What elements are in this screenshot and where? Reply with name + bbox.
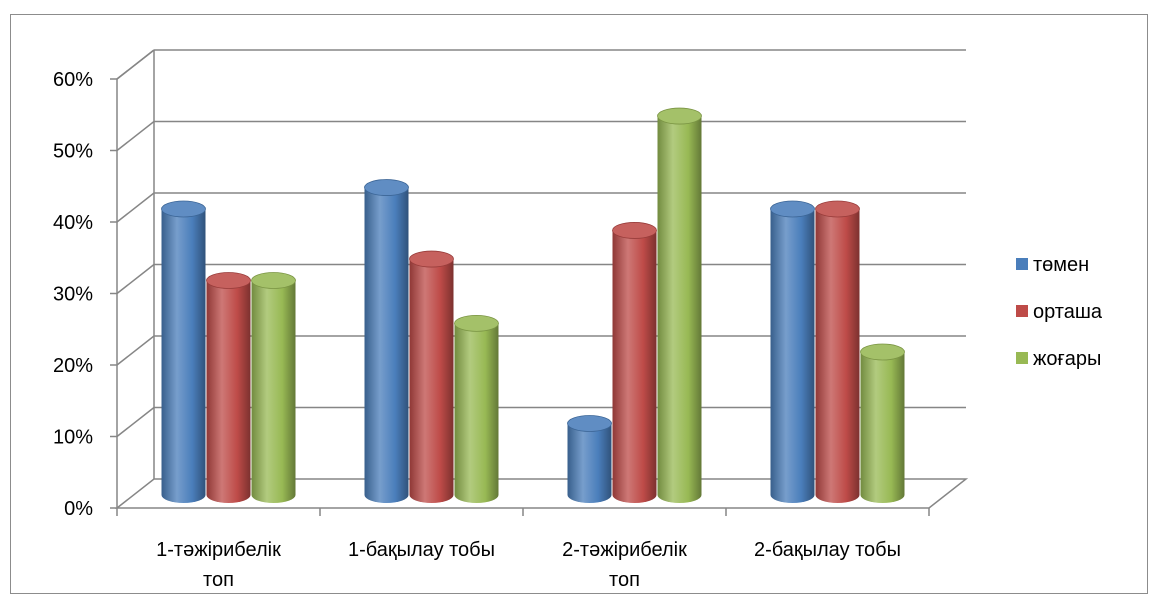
- y-tick-label: 50%: [53, 141, 93, 163]
- gridline-diagonal: [116, 192, 155, 223]
- bar: [770, 200, 815, 503]
- bar: [612, 222, 657, 503]
- x-axis-category-labels: 1-тәжірибелік топ 1-бақылау тобы 2-тәжірибе…: [156, 539, 901, 591]
- gridline-diagonal: [116, 263, 155, 295]
- gridline-diagonal: [116, 120, 155, 152]
- bars: [161, 107, 905, 504]
- bar-top: [567, 415, 612, 432]
- bar-body: [815, 209, 860, 503]
- y-tick-label: 40%: [53, 212, 93, 234]
- legend-label: төмен: [1033, 254, 1089, 276]
- bar-body: [657, 116, 702, 504]
- bar-top: [161, 200, 206, 218]
- y-tick-label: 60%: [53, 69, 93, 91]
- bar-top: [860, 343, 905, 361]
- axes: [110, 49, 930, 516]
- x-category-label: топ: [609, 569, 640, 591]
- bar-body: [770, 209, 815, 503]
- bar-body: [567, 423, 612, 503]
- bar-top: [251, 272, 296, 289]
- chart-floor: [114, 478, 969, 509]
- bar-body: [251, 280, 296, 503]
- gridline-diagonal: [116, 335, 155, 366]
- bar-body: [454, 323, 499, 503]
- bar-body: [364, 187, 409, 504]
- bar: [860, 343, 905, 503]
- bar-top: [409, 250, 454, 268]
- x-category-label: 1-тәжірибелік: [156, 539, 281, 561]
- bar-body: [409, 259, 454, 503]
- legend-label: жоғары: [1033, 348, 1101, 370]
- y-axis-tick-labels: 0% 10% 20% 30% 40% 50% 60%: [53, 69, 93, 520]
- bar-top: [612, 222, 657, 239]
- legend-swatch: [1016, 352, 1028, 364]
- x-category-label: 2-бақылау тобы: [754, 539, 901, 561]
- y-tick-label: 10%: [53, 427, 93, 449]
- bar: [567, 415, 612, 503]
- legend: төмен орташа жоғары: [1016, 254, 1103, 370]
- bar-top: [454, 314, 499, 332]
- bar: [161, 200, 206, 503]
- bar-top: [206, 272, 251, 289]
- bar-top: [815, 200, 860, 218]
- bar-top: [770, 200, 815, 218]
- bar-body: [206, 280, 251, 503]
- x-category-label: 2-тәжірибелік: [562, 539, 687, 561]
- top-wall-edge: [116, 49, 155, 80]
- y-tick-label: 0%: [64, 498, 93, 520]
- chart-walls: [114, 478, 969, 509]
- bar: [657, 107, 702, 504]
- bar: [364, 179, 409, 504]
- gridline-diagonal: [116, 406, 155, 438]
- legend-swatch: [1016, 305, 1028, 317]
- bar-body: [860, 352, 905, 503]
- bar: [409, 250, 454, 503]
- x-category-label: 1-бақылау тобы: [348, 539, 495, 561]
- bar-body: [612, 230, 657, 503]
- bar: [251, 272, 296, 503]
- legend-swatch: [1016, 258, 1028, 270]
- x-category-label: топ: [203, 569, 234, 591]
- y-tick-label: 30%: [53, 284, 93, 306]
- bar-body: [161, 209, 206, 503]
- bar-top: [364, 179, 409, 196]
- bar: [815, 200, 860, 503]
- bar-top: [657, 107, 702, 125]
- y-tick-label: 20%: [53, 355, 93, 377]
- legend-label: орташа: [1033, 301, 1103, 323]
- bar: [454, 314, 499, 503]
- bar: [206, 272, 251, 503]
